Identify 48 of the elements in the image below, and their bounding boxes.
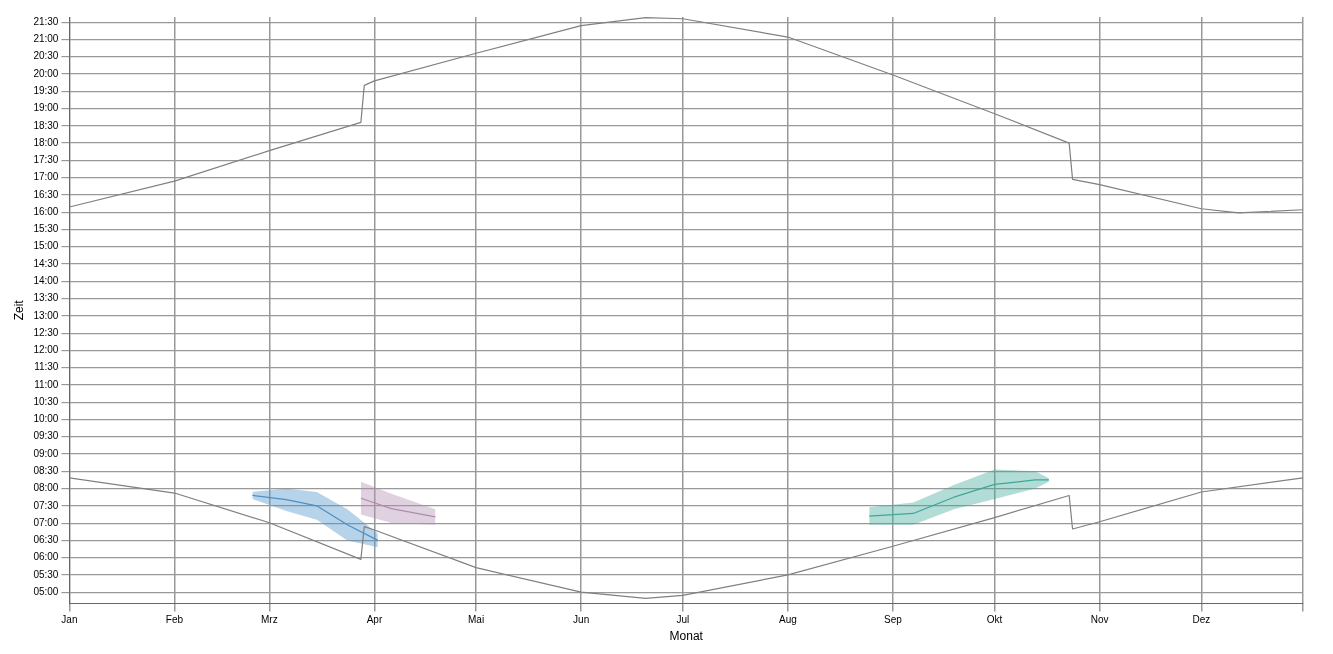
y-tick-label: 10:30 — [33, 395, 59, 407]
y-tick-label: 05:30 — [33, 568, 59, 580]
y-tick-label: 19:30 — [33, 85, 59, 97]
y-tick-label: 13:00 — [33, 309, 59, 321]
y-tick-label: 17:00 — [33, 171, 59, 183]
y-tick-label: 19:00 — [33, 102, 59, 114]
y-tick-label: 14:30 — [33, 257, 59, 269]
y-tick-label: 05:00 — [33, 585, 59, 597]
y-tick-label: 18:30 — [33, 119, 59, 131]
y-tick-label: 20:00 — [33, 67, 59, 79]
y-tick-label: 15:30 — [33, 223, 59, 235]
y-tick-label: 08:30 — [33, 465, 59, 477]
y-tick-label: 09:30 — [33, 430, 59, 442]
x-tick-label: Dez — [1192, 614, 1211, 626]
y-tick-label: 10:00 — [33, 413, 59, 425]
x-axis-title: Monat — [669, 629, 704, 644]
x-tick-label: Feb — [165, 614, 184, 626]
y-tick-label: 11:00 — [34, 378, 59, 390]
x-tick-label: Aug — [778, 614, 797, 626]
x-tick-label: Okt — [986, 614, 1003, 626]
x-tick-label: Nov — [1090, 614, 1109, 626]
x-tick-label: Mrz — [261, 614, 278, 626]
y-tick-label: 06:00 — [33, 551, 59, 563]
y-tick-label: 07:00 — [33, 516, 59, 528]
y-tick-label: 14:00 — [33, 275, 59, 287]
y-tick-label: 21:30 — [33, 15, 59, 27]
x-tick-label: Jul — [676, 614, 690, 626]
y-tick-label: 16:30 — [33, 188, 59, 200]
y-tick-label: 16:00 — [33, 205, 59, 217]
y-tick-label: 08:00 — [33, 482, 59, 494]
x-tick-label: Jan — [61, 614, 78, 626]
x-tick-label: Mai — [468, 614, 485, 626]
y-tick-label: 06:30 — [33, 534, 59, 546]
y-tick-label: 18:00 — [33, 136, 59, 148]
x-tick-label: Jun — [573, 614, 590, 626]
x-tick-label: Apr — [366, 614, 383, 626]
y-tick-label: 15:00 — [33, 240, 59, 252]
y-axis-title: Zeit — [11, 299, 26, 321]
y-tick-label: 21:00 — [33, 33, 59, 45]
y-tick-label: 12:30 — [33, 326, 59, 338]
y-tick-label: 11:30 — [34, 361, 59, 373]
y-tick-label: 09:00 — [33, 447, 59, 459]
y-tick-label: 17:30 — [33, 154, 59, 166]
y-tick-label: 13:30 — [33, 292, 59, 304]
y-tick-label: 12:00 — [33, 344, 59, 356]
x-tick-label: Sep — [884, 614, 903, 626]
y-tick-label: 20:30 — [33, 50, 59, 62]
y-tick-label: 07:30 — [33, 499, 59, 511]
